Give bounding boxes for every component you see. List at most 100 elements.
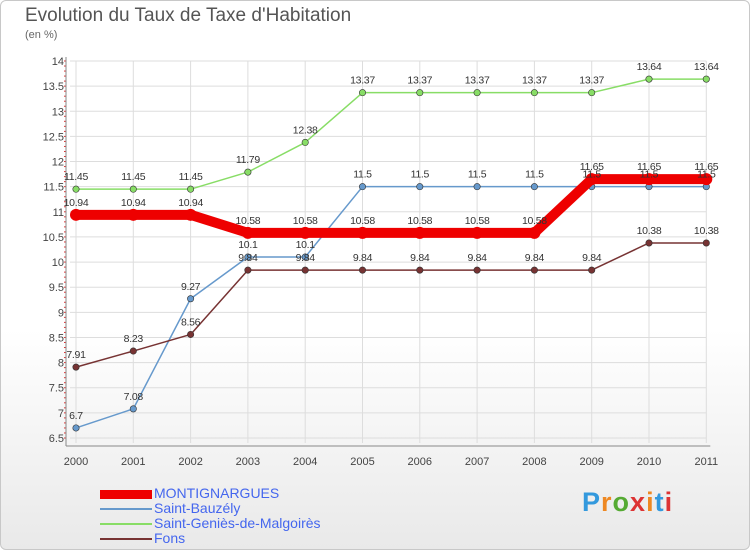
- data-label: 13.37: [465, 75, 490, 87]
- x-tick-label: 2011: [694, 456, 718, 468]
- legend-swatch: [100, 538, 152, 540]
- y-tick-label: 10: [52, 257, 64, 269]
- logo-letter: r: [601, 487, 613, 517]
- data-label: 10.58: [522, 215, 547, 227]
- legend-label: Saint-Bauzély: [154, 500, 241, 516]
- data-point: [473, 89, 481, 97]
- data-point: [530, 89, 538, 97]
- data-label: 11.5: [582, 169, 601, 181]
- data-point: [244, 168, 252, 176]
- data-point: [187, 185, 195, 193]
- y-tick-label: 13: [52, 106, 64, 118]
- data-label: 11.5: [525, 169, 544, 181]
- series-line-1: [75, 185, 708, 429]
- y-tick-label: 12: [52, 157, 64, 169]
- data-point: [473, 183, 481, 191]
- data-point: [530, 266, 538, 274]
- data-label: 9.84: [238, 252, 258, 264]
- data-point: [299, 226, 312, 239]
- y-tick-label: 11: [53, 207, 64, 219]
- data-label: 13.64: [637, 61, 662, 73]
- data-point: [530, 183, 538, 191]
- data-label: 11.65: [580, 161, 604, 173]
- data-label: 9.84: [467, 252, 487, 264]
- data-label: 10.94: [178, 197, 203, 209]
- data-point: [127, 208, 140, 221]
- data-label: 13.37: [350, 75, 375, 87]
- data-point: [301, 138, 309, 146]
- data-label: 9.84: [353, 252, 373, 264]
- logo-letter: i: [664, 487, 674, 517]
- data-point: [416, 183, 424, 191]
- data-label: 13.37: [522, 75, 547, 87]
- data-label: 10.1: [296, 239, 316, 251]
- data-point: [588, 266, 596, 274]
- data-point: [241, 226, 254, 239]
- data-label: 10.38: [637, 225, 662, 237]
- data-label: 7.08: [124, 391, 144, 403]
- data-label: 10.1: [238, 239, 258, 251]
- logo-letter: x: [630, 487, 647, 517]
- y-tick-label: 6.5: [49, 433, 64, 445]
- x-tick-label: 2001: [121, 456, 145, 468]
- x-tick-label: 2002: [178, 456, 202, 468]
- data-point: [358, 183, 366, 191]
- data-point: [184, 208, 197, 221]
- data-point: [413, 226, 426, 239]
- y-tick-label: 7: [58, 408, 64, 420]
- legend-label: Fons: [154, 530, 186, 546]
- data-label: 11.5: [411, 169, 430, 181]
- data-label: 11.5: [697, 169, 716, 181]
- data-point: [702, 75, 710, 83]
- data-label: 10.58: [350, 215, 375, 227]
- data-point: [358, 89, 366, 97]
- data-label: 11.45: [121, 171, 145, 183]
- y-tick-label: 11.5: [43, 182, 64, 194]
- data-point: [645, 239, 653, 247]
- legend-swatch: [100, 523, 152, 525]
- axes: [64, 57, 711, 447]
- series-line-2: [75, 78, 708, 190]
- y-tick-label: 13.5: [43, 81, 64, 93]
- x-tick-label: 2003: [236, 456, 260, 468]
- data-point: [129, 185, 137, 193]
- data-point: [129, 405, 137, 413]
- data-point: [301, 253, 309, 261]
- y-tick-label: 9.5: [49, 282, 64, 294]
- x-tick-label: 2000: [64, 456, 88, 468]
- data-label: 13.64: [694, 61, 719, 73]
- logo-letter: P: [582, 487, 602, 517]
- x-tick-label: 2005: [350, 456, 374, 468]
- data-label: 10.58: [236, 215, 261, 227]
- data-label: 11.79: [236, 154, 260, 166]
- data-point: [588, 89, 596, 97]
- x-tick-label: 2008: [522, 456, 546, 468]
- data-label: 10.58: [293, 215, 318, 227]
- x-tick-label: 2007: [465, 456, 489, 468]
- data-point: [471, 226, 484, 239]
- series-line-3: [75, 242, 708, 368]
- data-point: [301, 266, 309, 274]
- y-tick-label: 14: [52, 56, 64, 68]
- data-point: [358, 266, 366, 274]
- data-point: [702, 239, 710, 247]
- data-point: [528, 226, 541, 239]
- x-tick-label: 2010: [637, 456, 661, 468]
- data-point: [356, 226, 369, 239]
- legend-label: Saint-Geniès-de-Malgoirès: [154, 515, 321, 531]
- data-point: [70, 208, 82, 221]
- data-label: 10.58: [465, 215, 490, 227]
- data-label: 8.23: [124, 333, 144, 345]
- data-labels-layer: 10.94 10.94 10.94 10.58 10.58 10.58 10.58 10.58…: [64, 61, 720, 422]
- data-point: [416, 266, 424, 274]
- data-point: [129, 347, 137, 355]
- y-tick-labels: 6.5 7 7.5 8 8.5 9 9.5 10 10.5 11 11.5 12 12.5 13 13.5 1…: [43, 56, 64, 445]
- data-point: [72, 363, 80, 371]
- chart-subtitle: (en %): [25, 29, 58, 41]
- data-label: 11.65: [694, 161, 718, 173]
- logo-letter: t: [654, 487, 665, 517]
- data-point: [244, 253, 252, 261]
- x-tick-label: 2009: [579, 456, 603, 468]
- legend-swatch: [100, 508, 152, 510]
- data-point: [72, 424, 80, 432]
